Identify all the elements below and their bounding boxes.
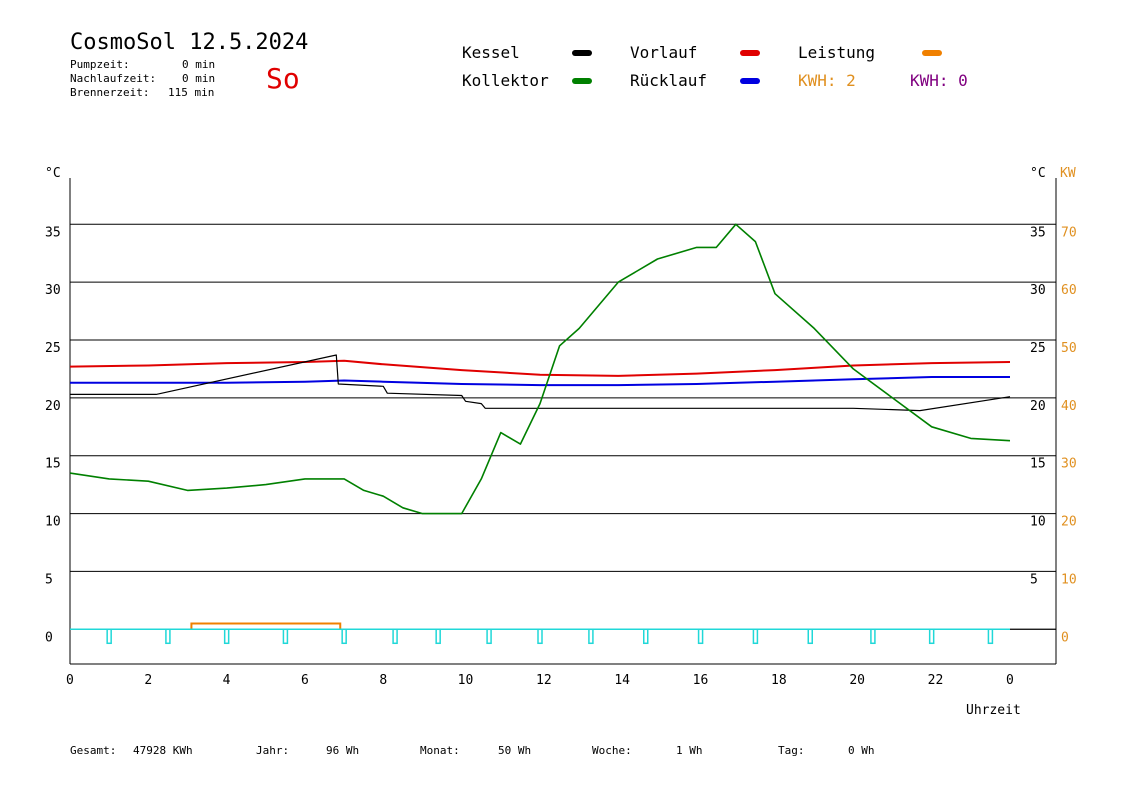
weekday-label: So	[266, 62, 300, 95]
kw-tick-label: 20	[1061, 515, 1077, 530]
pump-pulse	[282, 628, 289, 645]
y-tick-label-right: 30	[1030, 283, 1046, 298]
x-tick-label: 20	[849, 673, 865, 688]
legend-kollektor-swatch	[572, 78, 592, 84]
x-tick-label: 14	[614, 673, 630, 688]
total-label: Gesamt:	[70, 744, 117, 757]
kw-tick-label: 70	[1061, 225, 1077, 240]
pump-pulse	[987, 628, 994, 645]
legend-ruecklauf-swatch	[740, 78, 760, 84]
pump-pulse	[223, 628, 230, 645]
y-tick-label-right: 25	[1030, 341, 1046, 356]
kwh-solar-label: KWH: 2	[798, 71, 856, 90]
page-title: CosmoSol 12.5.2024	[70, 30, 309, 55]
legend-kessel-label: Kessel	[462, 43, 520, 62]
series-kessel	[70, 354, 1011, 412]
legend-kessel-swatch	[572, 50, 592, 56]
pump-pulse	[165, 628, 171, 645]
week-value: 1 Wh	[676, 744, 703, 757]
week-label: Woche:	[592, 744, 632, 757]
burner-time-label: Brennerzeit:	[70, 86, 150, 99]
pump-pulse	[697, 628, 704, 645]
kw-axis-unit: KW	[1060, 166, 1076, 181]
overrun-time-value: 0 min	[182, 72, 216, 85]
month-value: 50 Wh	[498, 744, 532, 757]
pump-pulse	[392, 628, 398, 645]
x-tick-label: 4	[223, 673, 231, 688]
y-tick-label-right: 20	[1030, 399, 1046, 414]
y-tick-label: 15	[45, 457, 61, 472]
y-tick-label: 20	[45, 399, 61, 414]
x-tick-label: 6	[301, 673, 309, 688]
kw-tick-label: 40	[1061, 399, 1077, 414]
kw-tick-label: 30	[1061, 457, 1077, 472]
legend-vorlauf-label: Vorlauf	[630, 43, 698, 62]
total-value: 47928 KWh	[133, 744, 193, 757]
pump-pulse	[106, 628, 112, 645]
y-axis-unit-right: °C	[1030, 166, 1046, 181]
chart-grid	[70, 223, 1056, 630]
y-axis-unit-left: °C	[45, 166, 61, 181]
legend-ruecklauf-label: Rücklauf	[630, 71, 708, 90]
kw-tick-label: 0	[1061, 630, 1069, 645]
y-tick-label-right: 15	[1030, 457, 1046, 472]
pump-time-value: 0 min	[182, 58, 216, 71]
series-leistung	[190, 622, 342, 630]
x-tick-label: 10	[458, 673, 474, 688]
pump-pulse	[928, 628, 935, 645]
legend-kollektor-label: Kollektor	[462, 71, 549, 90]
x-tick-label: 0	[66, 673, 74, 688]
chart-series	[69, 223, 1056, 645]
kw-tick-label: 10	[1061, 572, 1077, 587]
pump-pulse	[752, 628, 759, 645]
y-tick-label: 0	[45, 630, 53, 645]
x-tick-label: 12	[536, 673, 552, 688]
pump-pulse	[643, 628, 649, 645]
kw-tick-label: 50	[1061, 341, 1077, 356]
x-tick-label: 2	[144, 673, 152, 688]
pump-pulse	[435, 628, 441, 645]
pump-pulse	[588, 628, 594, 645]
year-label: Jahr:	[256, 744, 290, 757]
kw-tick-label: 60	[1061, 283, 1077, 298]
pump-time-label: Pumpzeit:	[70, 58, 130, 71]
legend-leistung-label: Leistung	[798, 43, 876, 62]
y-tick-label: 25	[45, 341, 61, 356]
chart-tick-labels: 0510152025303551015202530350102030405060…	[45, 166, 1077, 718]
kwh-burner-label: KWH: 0	[910, 71, 968, 90]
x-tick-label: 18	[771, 673, 787, 688]
y-tick-label: 5	[45, 572, 53, 587]
x-tick-label: 16	[693, 673, 709, 688]
y-tick-label: 30	[45, 283, 61, 298]
overrun-time-label: Nachlaufzeit:	[70, 72, 157, 85]
y-tick-label-right: 10	[1030, 515, 1046, 530]
x-tick-label: 8	[379, 673, 387, 688]
burner-time-value: 115 min	[168, 86, 215, 99]
y-tick-label: 35	[45, 225, 61, 240]
series-kollektor	[69, 223, 1011, 515]
legend-vorlauf-swatch	[740, 50, 760, 56]
day-label: Tag:	[778, 744, 805, 757]
pump-pulse	[537, 628, 543, 645]
y-tick-label-right: 35	[1030, 225, 1046, 240]
pump-pulse	[486, 628, 492, 645]
x-axis-label: Uhrzeit	[966, 703, 1021, 718]
y-tick-label-right: 5	[1030, 572, 1038, 587]
x-tick-label: 22	[928, 673, 944, 688]
year-value: 96 Wh	[326, 744, 360, 757]
x-tick-label: 0	[1006, 673, 1014, 688]
legend-leistung-swatch	[922, 50, 942, 56]
pump-pulse	[870, 628, 876, 645]
pump-pulse	[807, 628, 813, 645]
y-tick-label: 10	[45, 515, 61, 530]
pump-pulse	[341, 628, 347, 645]
series-vorlauf	[69, 359, 1011, 377]
month-label: Monat:	[420, 744, 460, 757]
chart-axes	[69, 178, 1057, 665]
series-ruecklauf	[70, 376, 1010, 387]
day-value: 0 Wh	[848, 744, 875, 757]
